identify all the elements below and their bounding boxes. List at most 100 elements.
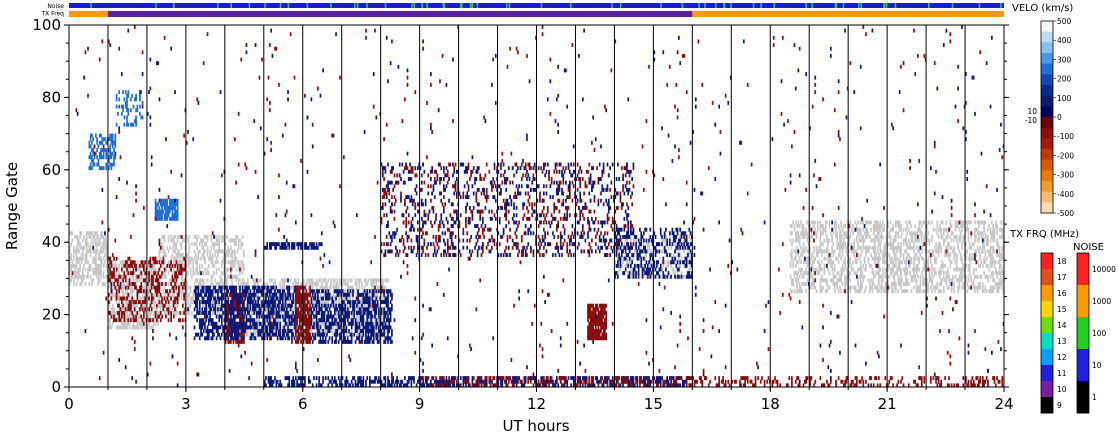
ground-scatter-cell	[271, 278, 274, 283]
ground-scatter-cell	[826, 278, 828, 283]
ground-scatter-cell	[991, 256, 993, 261]
ground-scatter-cell	[219, 303, 222, 308]
ground-scatter-cell	[328, 310, 331, 315]
ground-scatter-cell	[948, 256, 950, 261]
ground-scatter-cell	[942, 238, 945, 243]
ground-scatter-cell	[992, 278, 995, 283]
ground-scatter-cell	[198, 242, 201, 247]
negative-velocity-cell	[172, 314, 175, 319]
ground-scatter-cell	[968, 285, 971, 290]
ground-scatter-cell	[850, 263, 853, 268]
ground-scatter-cell	[324, 282, 327, 286]
ground-scatter-cell	[215, 249, 218, 254]
ground-scatter-cell	[683, 249, 685, 254]
ground-scatter-cell	[196, 289, 198, 294]
ground-scatter-cell	[836, 278, 839, 283]
ground-scatter-cell	[940, 220, 943, 225]
ground-scatter-cell	[836, 271, 839, 276]
ground-scatter-cell	[841, 245, 844, 250]
ground-scatter-cell	[878, 231, 880, 236]
ground-scatter-cell	[311, 318, 314, 323]
ground-scatter-cell	[631, 271, 633, 276]
ground-scatter-cell	[126, 325, 128, 330]
negative-velocity-cell	[158, 274, 161, 279]
ground-scatter-cell	[314, 282, 317, 286]
ground-scatter-cell	[315, 278, 318, 283]
ground-scatter-cell	[942, 231, 945, 236]
ground-scatter-cell	[158, 253, 161, 257]
negative-velocity-cell	[157, 278, 160, 283]
negative-velocity-cell	[172, 289, 175, 294]
negative-velocity-cell	[294, 300, 297, 305]
ground-scatter-cell	[187, 253, 189, 257]
ground-scatter-cell	[814, 285, 817, 290]
negative-velocity-cell	[110, 260, 113, 265]
ground-scatter-cell	[844, 242, 846, 247]
negative-velocity-cell	[396, 173, 398, 178]
ground-scatter-cell	[188, 245, 191, 250]
ground-scatter-cell	[144, 282, 147, 286]
ground-scatter-cell	[128, 267, 131, 272]
ground-scatter-cell	[829, 256, 832, 261]
ground-scatter-cell	[880, 231, 883, 236]
ground-scatter-cell	[820, 242, 823, 247]
ground-scatter-cell	[892, 227, 895, 232]
ground-scatter-cell	[204, 249, 206, 254]
ground-scatter-cell	[87, 260, 89, 265]
ground-scatter-cell	[318, 278, 321, 283]
ground-scatter-cell	[888, 263, 891, 268]
ground-scatter-cell	[1001, 271, 1004, 276]
ground-scatter-cell	[176, 234, 179, 239]
ground-scatter-cell	[842, 238, 845, 243]
ground-scatter-cell	[220, 271, 223, 276]
ground-scatter-cell	[935, 271, 937, 276]
ground-scatter-cell	[276, 307, 279, 312]
negative-velocity-cell	[302, 300, 305, 305]
ground-scatter-cell	[891, 260, 893, 265]
ground-scatter-cell	[979, 220, 982, 225]
ground-scatter-cell	[332, 292, 335, 297]
ground-scatter-cell	[270, 292, 272, 297]
ground-scatter-cell	[368, 314, 371, 319]
ground-scatter-cell	[927, 289, 930, 294]
ground-scatter-cell	[983, 289, 985, 294]
ground-scatter-cell	[874, 227, 876, 232]
ground-scatter-cell	[865, 253, 867, 257]
ground-scatter-cell	[370, 282, 372, 286]
negative-velocity-cell	[306, 329, 309, 333]
ground-scatter-cell	[980, 249, 983, 254]
negative-velocity-cell	[302, 332, 305, 337]
ground-scatter-cell	[210, 238, 213, 243]
ground-scatter-cell	[297, 278, 300, 283]
ground-scatter-cell	[235, 256, 237, 261]
ground-scatter-cell	[100, 260, 102, 265]
negative-velocity-cell	[302, 310, 305, 315]
negative-velocity-cell	[598, 321, 601, 326]
ground-scatter-cell	[194, 242, 197, 247]
ground-scatter-cell	[368, 325, 371, 330]
negative-velocity-cell	[152, 318, 154, 323]
negative-velocity-cell	[231, 325, 234, 330]
ground-scatter-cell	[633, 271, 636, 276]
ground-scatter-cell	[927, 282, 930, 286]
ground-scatter-cell	[968, 271, 971, 276]
ground-scatter-cell	[115, 271, 118, 276]
ground-scatter-cell	[165, 310, 167, 315]
ground-scatter-cell	[866, 231, 869, 236]
ground-scatter-cell	[201, 292, 204, 297]
ground-scatter-cell	[233, 249, 236, 254]
negative-velocity-cell	[156, 318, 158, 323]
negative-velocity-cell	[591, 325, 593, 330]
negative-velocity-cell	[232, 339, 235, 344]
ground-scatter-cell	[954, 253, 957, 257]
ground-scatter-cell	[167, 263, 170, 268]
ground-scatter-cell	[874, 260, 876, 265]
negative-velocity-cell	[596, 329, 598, 333]
ground-scatter-cell	[813, 285, 815, 290]
ground-scatter-cell	[152, 325, 154, 330]
negative-velocity-cell	[140, 303, 143, 308]
negative-velocity-cell	[597, 332, 600, 337]
negative-velocity-cell	[596, 307, 598, 312]
negative-velocity-cell	[179, 271, 182, 276]
ground-scatter-cell	[848, 285, 850, 290]
